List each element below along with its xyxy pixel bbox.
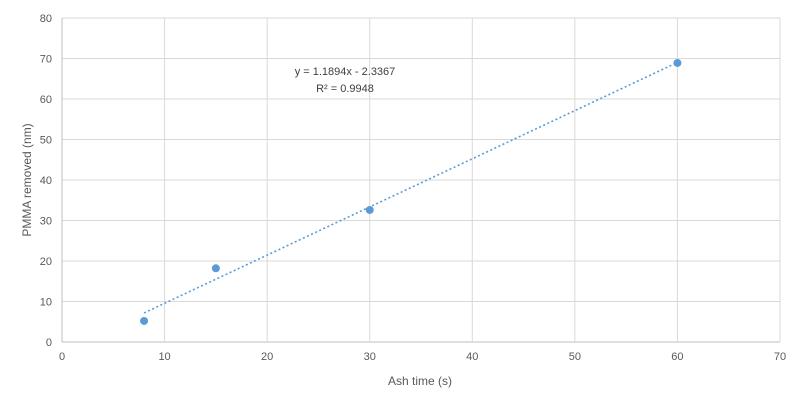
data-point <box>211 264 220 273</box>
data-point <box>673 58 682 67</box>
y-tick-label: 20 <box>40 256 52 268</box>
trendline-equation: y = 1.1894x - 2.3367 <box>295 66 396 78</box>
gridlines <box>61 17 781 343</box>
x-tick-label: 20 <box>261 351 273 363</box>
data-point <box>140 316 149 325</box>
tick-labels: 0 10 20 30 40 50 60 70 80 0 10 20 30 40 50 60 70 <box>40 13 786 363</box>
y-tick-label: 70 <box>40 54 52 66</box>
y-tick-label: 0 <box>46 337 52 349</box>
y-axis-label: PMMA removed (nm) <box>20 123 34 236</box>
y-tick-label: 40 <box>40 175 52 187</box>
x-tick-label: 40 <box>466 351 478 363</box>
trendline <box>143 61 678 314</box>
x-tick-label: 70 <box>774 351 786 363</box>
y-tick-label: 30 <box>40 216 52 228</box>
y-tick-label: 80 <box>40 13 52 25</box>
x-tick-label: 10 <box>158 351 170 363</box>
x-tick-label: 0 <box>59 351 65 363</box>
y-tick-label: 60 <box>40 94 52 106</box>
x-tick-label: 30 <box>364 351 376 363</box>
data-point <box>365 205 374 214</box>
x-tick-label: 50 <box>569 351 581 363</box>
x-axis-label: Ash time (s) <box>388 374 452 388</box>
data-points <box>140 58 682 325</box>
y-tick-label: 50 <box>40 135 52 147</box>
trendline-r-squared: R² = 0.9948 <box>316 83 374 95</box>
x-tick-label: 60 <box>671 351 683 363</box>
y-tick-label: 10 <box>40 297 52 309</box>
